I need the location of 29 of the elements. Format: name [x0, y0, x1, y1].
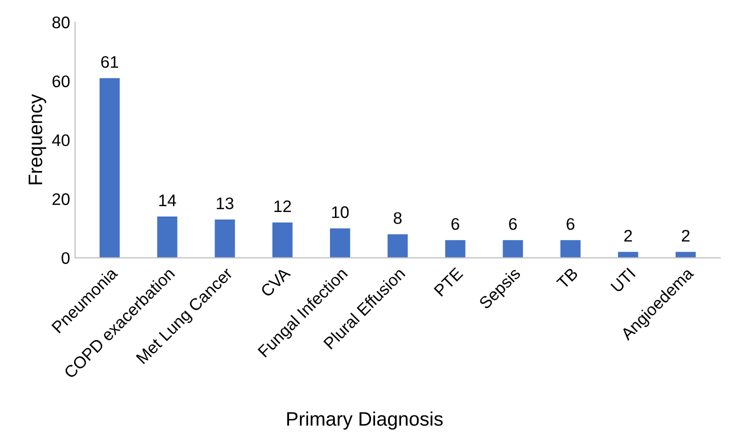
bar [100, 78, 120, 258]
data-label: 8 [394, 212, 402, 224]
data-label: 12 [274, 200, 291, 212]
y-axis-title: Frequency [28, 94, 46, 184]
data-label: 6 [509, 218, 517, 230]
data-label: 61 [101, 56, 118, 68]
x-axis-title: Primary Diagnosis [287, 412, 443, 430]
data-label: 13 [216, 197, 234, 210]
x-tick-label: CVA [260, 266, 292, 298]
bar [388, 234, 408, 258]
bar [560, 240, 581, 258]
bar [445, 240, 466, 258]
data-label: 14 [159, 194, 176, 206]
bar [157, 216, 178, 258]
y-tick-label: 40 [52, 134, 70, 146]
bar [214, 220, 235, 258]
data-label: 6 [451, 218, 460, 230]
y-tick-label: 60 [52, 75, 70, 88]
y-tick-label: 0 [62, 252, 70, 264]
data-label: 6 [566, 218, 574, 230]
bar [272, 222, 293, 258]
y-tick-label: 20 [52, 193, 70, 206]
data-label: 2 [682, 230, 690, 242]
bar [502, 240, 523, 258]
data-label: 10 [332, 206, 349, 218]
bar [330, 228, 350, 258]
y-tick-label: 80 [52, 16, 70, 28]
x-tick-label: TB [556, 267, 578, 290]
data-label: 2 [624, 230, 632, 242]
